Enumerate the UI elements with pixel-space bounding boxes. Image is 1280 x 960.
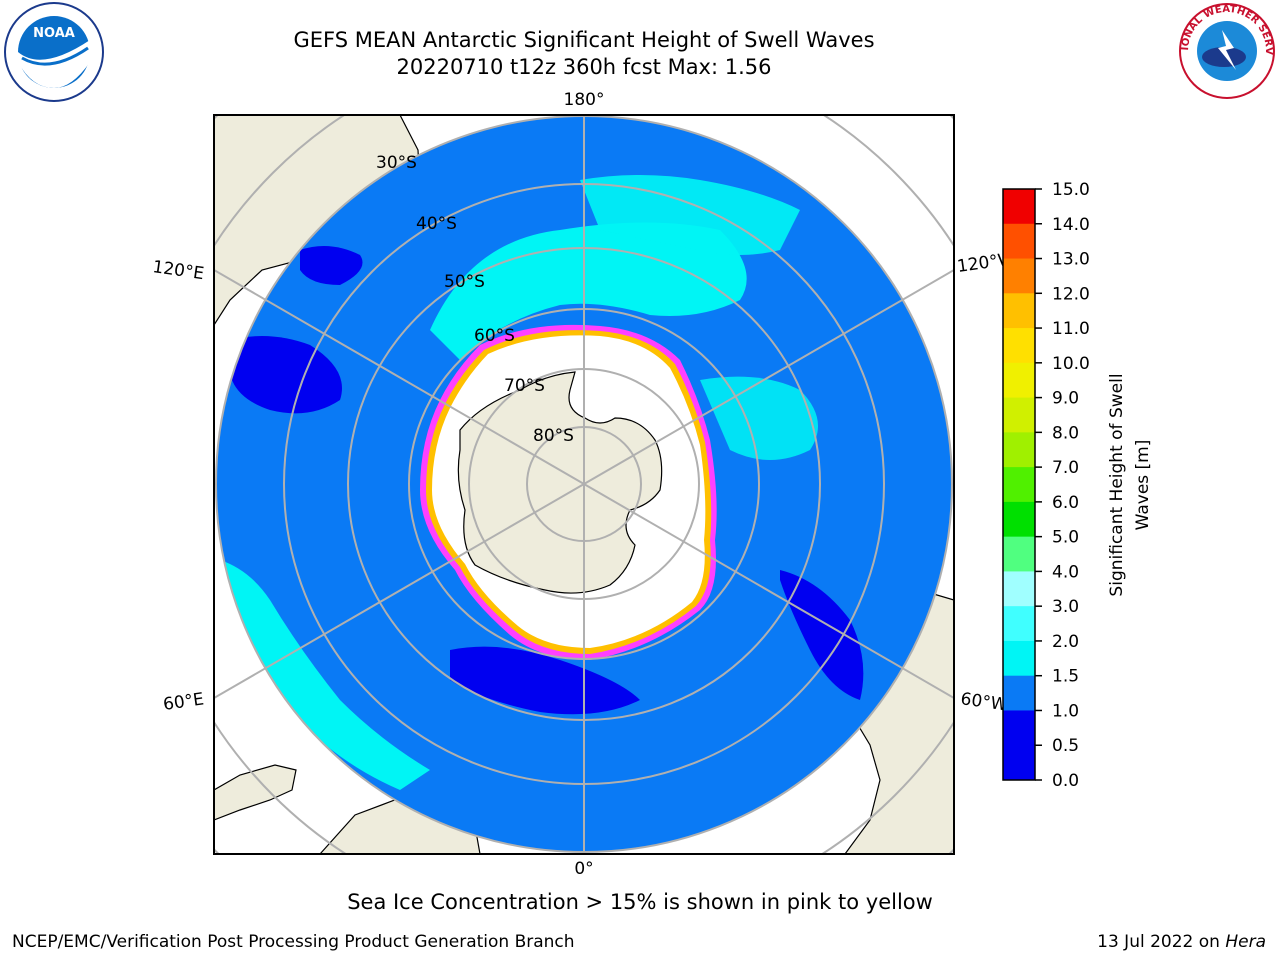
colorbar-segment bbox=[1003, 432, 1035, 468]
map-frame bbox=[213, 114, 955, 855]
lon-label-60w: 60°W bbox=[959, 689, 1008, 715]
lon-label-180: 180° bbox=[564, 90, 605, 110]
colorbar-tick-label: 0.5 bbox=[1052, 736, 1079, 756]
colorbar-tick-label: 3.0 bbox=[1052, 597, 1079, 617]
colorbar-tick-label: 1.0 bbox=[1052, 701, 1079, 721]
noaa-logo-text: NOAA bbox=[33, 26, 75, 41]
colorbar-frame bbox=[1002, 188, 1036, 781]
colorbar-segment bbox=[1003, 710, 1035, 746]
lat-label-70s: 70°S bbox=[504, 376, 545, 396]
colorbar-tick-label: 6.0 bbox=[1052, 493, 1079, 513]
swell-band-cyan-ne bbox=[580, 175, 800, 255]
swell-band-cyan-east bbox=[700, 376, 818, 460]
lon-label-60e: 60°E bbox=[162, 689, 205, 714]
colorbar-tick-label: 0.0 bbox=[1052, 771, 1079, 791]
colorbar-segment bbox=[1003, 223, 1035, 260]
footer-date-text: 13 Jul 2022 on bbox=[1097, 932, 1226, 952]
swell-low-southwest bbox=[450, 646, 640, 715]
colorbar-segment bbox=[1003, 293, 1035, 329]
chart-subtitle: 20220710 t12z 360h fcst Max: 1.56 bbox=[396, 55, 772, 79]
swell-band-cyan-north bbox=[430, 222, 747, 360]
colorbar-tick-label: 12.0 bbox=[1052, 284, 1090, 304]
footer-credit: NCEP/EMC/Verification Post Processing Pr… bbox=[12, 932, 575, 952]
lat-label-80s: 80°S bbox=[533, 426, 574, 446]
colorbar-tick-label: 8.0 bbox=[1052, 423, 1079, 443]
colorbar-segment bbox=[1003, 258, 1035, 294]
colorbar-tick-label: 15.0 bbox=[1052, 180, 1090, 200]
colorbar-tick-label: 1.5 bbox=[1052, 667, 1079, 687]
nws-logo-icon: NATIONAL WEATHER SERVICE bbox=[1176, 2, 1275, 99]
swell-low-east bbox=[780, 570, 864, 700]
lat-label-40s: 40°S bbox=[416, 214, 457, 234]
lat-label-50s: 50°S bbox=[444, 272, 485, 292]
chart-title: GEFS MEAN Antarctic Significant Height o… bbox=[293, 28, 875, 52]
swell-low-north bbox=[300, 246, 363, 285]
lon-label-120e: 120°E bbox=[151, 257, 205, 284]
colorbar-label-line2: Waves [m] bbox=[1133, 440, 1153, 531]
footer-host: Hera bbox=[1225, 932, 1266, 952]
lat-label-30s: 30°S bbox=[376, 153, 417, 173]
colorbar-segment bbox=[1003, 675, 1035, 711]
colorbar-tick-label: 13.0 bbox=[1052, 250, 1090, 270]
colorbar-tick-label: 5.0 bbox=[1052, 528, 1079, 548]
colorbar-tick-label: 2.0 bbox=[1052, 632, 1079, 652]
colorbar-segment bbox=[1003, 640, 1035, 677]
noaa-logo-icon: NOAA bbox=[4, 2, 104, 102]
colorbar-segment bbox=[1003, 467, 1035, 503]
colorbar-segment bbox=[1003, 397, 1035, 433]
colorbar-segment bbox=[1003, 189, 1035, 225]
colorbar-segment bbox=[1003, 745, 1035, 781]
colorbar-tick-label: 11.0 bbox=[1052, 319, 1090, 339]
colorbar-segment bbox=[1003, 571, 1035, 607]
colorbar-tick-label: 7.0 bbox=[1052, 458, 1079, 478]
colorbar-segment bbox=[1003, 362, 1035, 399]
land-antarctica bbox=[457, 371, 663, 594]
sea-ice-note: Sea Ice Concentration > 15% is shown in … bbox=[347, 890, 933, 914]
footer-date: 13 Jul 2022 on Hera bbox=[1097, 932, 1266, 952]
colorbar-segment bbox=[1003, 328, 1035, 364]
lon-label-0: 0° bbox=[574, 859, 593, 879]
colorbar-segment bbox=[1003, 606, 1035, 642]
swell-band-cyan-west bbox=[220, 560, 430, 790]
colorbar-tick-label: 9.0 bbox=[1052, 389, 1079, 409]
colorbar-segment bbox=[1003, 536, 1035, 572]
colorbar-segment bbox=[1003, 501, 1035, 538]
colorbar: 15.0 14.0 13.0 12.0 11.0 10.0 9.0 8.0 7.0 6.0 5.0 4… bbox=[1002, 180, 1090, 791]
colorbar-tick-label: 4.0 bbox=[1052, 562, 1079, 582]
colorbar-tick-label: 14.0 bbox=[1052, 215, 1090, 235]
colorbar-label-line1: Significant Height of Swell bbox=[1107, 373, 1127, 596]
graticule bbox=[214, 115, 954, 854]
colorbar-tick-label: 10.0 bbox=[1052, 354, 1090, 374]
lat-label-60s: 60°S bbox=[474, 326, 515, 346]
